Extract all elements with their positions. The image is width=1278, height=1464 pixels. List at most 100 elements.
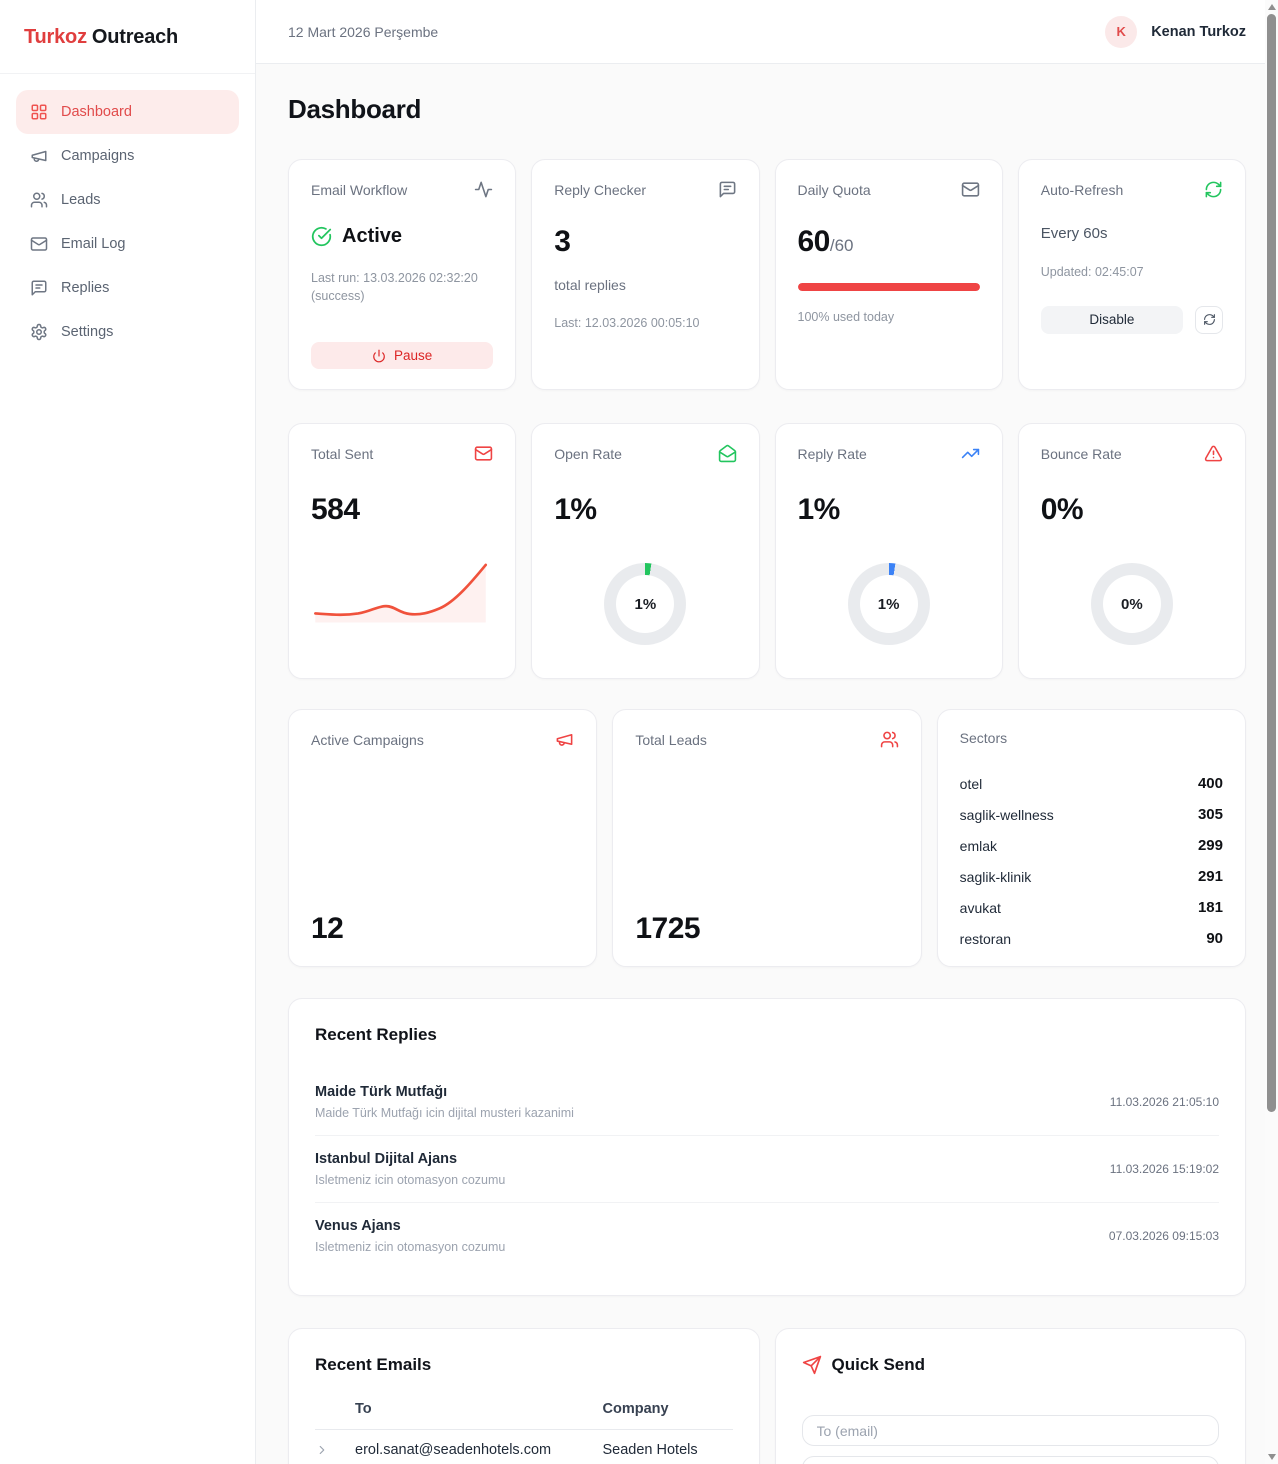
refresh-icon <box>1204 180 1223 199</box>
vertical-scrollbar[interactable] <box>1265 0 1278 1464</box>
workflow-last-run: Last run: 13.03.2026 02:32:20 (success) <box>311 271 478 303</box>
bounce-rate-value: 0% <box>1040 493 1084 526</box>
avatar: K <box>1105 15 1138 48</box>
quota-progress-bar <box>797 283 980 291</box>
card-title: Reply Checker <box>554 181 647 198</box>
content: Dashboard Email Workflow Active Last run… <box>256 64 1278 1464</box>
reply-rate-gauge: 1% <box>847 563 930 645</box>
disable-button[interactable]: Disable <box>1040 305 1183 334</box>
email-company-cell: Seaden Hotels <box>602 1441 698 1458</box>
total-sent-card: Total Sent 584 <box>288 423 517 679</box>
reply-list: Maide Türk Mutfağı Maide Türk Mutfağı ic… <box>315 1069 1219 1269</box>
activity-icon <box>475 181 493 198</box>
quota-value: 60 /60 <box>798 225 980 259</box>
sidebar-item-replies[interactable]: Replies <box>16 266 239 310</box>
sidebar-item-leads[interactable]: Leads <box>16 178 239 222</box>
sector-row: avukat 181 <box>960 892 1223 923</box>
subject-input[interactable] <box>801 1456 1219 1464</box>
main-area: 12 Mart 2026 Perşembe K Kenan Turkoz Das… <box>256 0 1278 1464</box>
status-cards-row: Email Workflow Active Last run: 13.03.20… <box>288 159 1246 390</box>
sector-row: restoran 90 <box>960 923 1223 954</box>
dashboard-icon <box>31 104 47 120</box>
megaphone-icon <box>555 730 574 749</box>
daily-quota-card: Daily Quota 60 /60 100% used today <box>774 159 1003 390</box>
chevron-right-icon[interactable] <box>315 1443 355 1457</box>
brand-primary: Turkoz <box>24 26 87 48</box>
scrollbar-thumb[interactable] <box>1267 14 1276 1112</box>
pause-button[interactable]: Pause <box>311 342 494 369</box>
sector-value: 305 <box>1197 806 1223 823</box>
sidebar-item-label: Campaigns <box>61 148 135 164</box>
total-sent-value: 584 <box>311 493 360 526</box>
active-campaigns-card: Active Campaigns 12 <box>288 709 598 967</box>
reply-list-item[interactable]: Istanbul Dijital Ajans Isletmeniz icin o… <box>315 1136 1219 1203</box>
quota-total: /60 <box>829 236 854 255</box>
scrollbar-up-arrow[interactable] <box>1268 4 1276 10</box>
column-header-to: To <box>355 1401 372 1417</box>
sector-row: emlak 299 <box>960 830 1223 861</box>
users-icon <box>30 192 48 208</box>
card-title: Sectors <box>959 730 1008 746</box>
sidebar-item-label: Leads <box>61 192 101 208</box>
bounce-rate-gauge: 0% <box>1090 563 1173 645</box>
bounce-rate-card: Bounce Rate 0% 0% <box>1017 423 1246 679</box>
panel-title: Recent Replies <box>315 1025 437 1044</box>
column-header-company: Company <box>602 1401 669 1417</box>
app-logo: Turkoz Outreach <box>0 0 255 74</box>
total-leads-value: 1725 <box>635 912 701 945</box>
panel-title: Recent Emails <box>315 1355 432 1374</box>
sidebar-item-label: Settings <box>61 324 114 340</box>
reply-timestamp: 07.03.2026 09:15:03 <box>1108 1229 1219 1243</box>
reply-subtitle: Isletmeniz icin otomasyon cozumu <box>315 1173 506 1187</box>
scrollbar-down-arrow[interactable] <box>1268 1454 1276 1460</box>
card-title: Active Campaigns <box>311 731 424 748</box>
card-title: Email Workflow <box>311 181 408 198</box>
email-to-cell: erol.sanat@seadenhotels.com <box>355 1441 552 1458</box>
workflow-status-label: Active <box>342 225 403 247</box>
reply-timestamp: 11.03.2026 15:19:02 <box>1109 1162 1219 1176</box>
sector-row: saglik-wellness 305 <box>960 799 1223 830</box>
reply-list-item[interactable]: Venus Ajans Isletmeniz icin otomasyon co… <box>315 1203 1219 1269</box>
manual-refresh-button[interactable] <box>1195 305 1223 334</box>
card-title: Bounce Rate <box>1040 445 1122 462</box>
reply-count: 3 <box>554 225 571 258</box>
card-title: Reply Rate <box>797 445 867 462</box>
power-icon <box>373 349 385 362</box>
users-icon <box>880 730 899 749</box>
reply-list-item[interactable]: Maide Türk Mutfağı Maide Türk Mutfağı ic… <box>315 1069 1219 1136</box>
panel-title: Quick Send <box>831 1355 926 1374</box>
to-email-input[interactable] <box>801 1415 1219 1446</box>
megaphone-icon <box>31 150 47 162</box>
card-title: Open Rate <box>554 445 622 462</box>
sidebar-item-campaigns[interactable]: Campaigns <box>16 134 239 178</box>
sector-value: 299 <box>1197 837 1223 854</box>
reply-subtitle: Isletmeniz icin otomasyon cozumu <box>315 1240 506 1254</box>
quota-used: 60 <box>797 225 831 258</box>
recent-replies-panel: Recent Replies Maide Türk Mutfağı Maide … <box>288 998 1246 1296</box>
topbar: 12 Mart 2026 Perşembe K Kenan Turkoz <box>256 0 1278 64</box>
reply-caption: total replies <box>554 277 626 293</box>
sidebar-item-label: Replies <box>61 280 110 296</box>
sector-name: otel <box>959 775 983 792</box>
total-leads-card: Total Leads 1725 <box>612 709 922 967</box>
sidebar-item-settings[interactable]: Settings <box>16 310 239 354</box>
message-icon <box>31 280 47 296</box>
sector-name: saglik-wellness <box>959 806 1054 823</box>
message-icon <box>719 181 735 198</box>
reply-last-time: Last: 12.03.2026 00:05:10 <box>554 316 700 330</box>
quick-send-panel: Quick Send <box>774 1328 1246 1464</box>
sidebar-item-email-log[interactable]: Email Log <box>16 222 239 266</box>
card-title: Daily Quota <box>797 181 871 198</box>
gear-icon <box>31 323 47 341</box>
sidebar-item-dashboard[interactable]: Dashboard <box>16 90 239 134</box>
table-row[interactable]: erol.sanat@seadenhotels.com Seaden Hotel… <box>315 1430 733 1464</box>
sector-value: 291 <box>1197 868 1223 885</box>
brand-secondary: Outreach <box>91 26 179 48</box>
sector-value: 90 <box>1206 930 1223 947</box>
mail-icon <box>474 444 493 463</box>
sectors-card: Sectors otel 400 saglik-wellness 305 eml… <box>936 709 1246 967</box>
email-workflow-card: Email Workflow Active Last run: 13.03.20… <box>288 159 517 390</box>
open-rate-value: 1% <box>554 493 597 526</box>
user-menu[interactable]: K Kenan Turkoz <box>1105 15 1246 48</box>
